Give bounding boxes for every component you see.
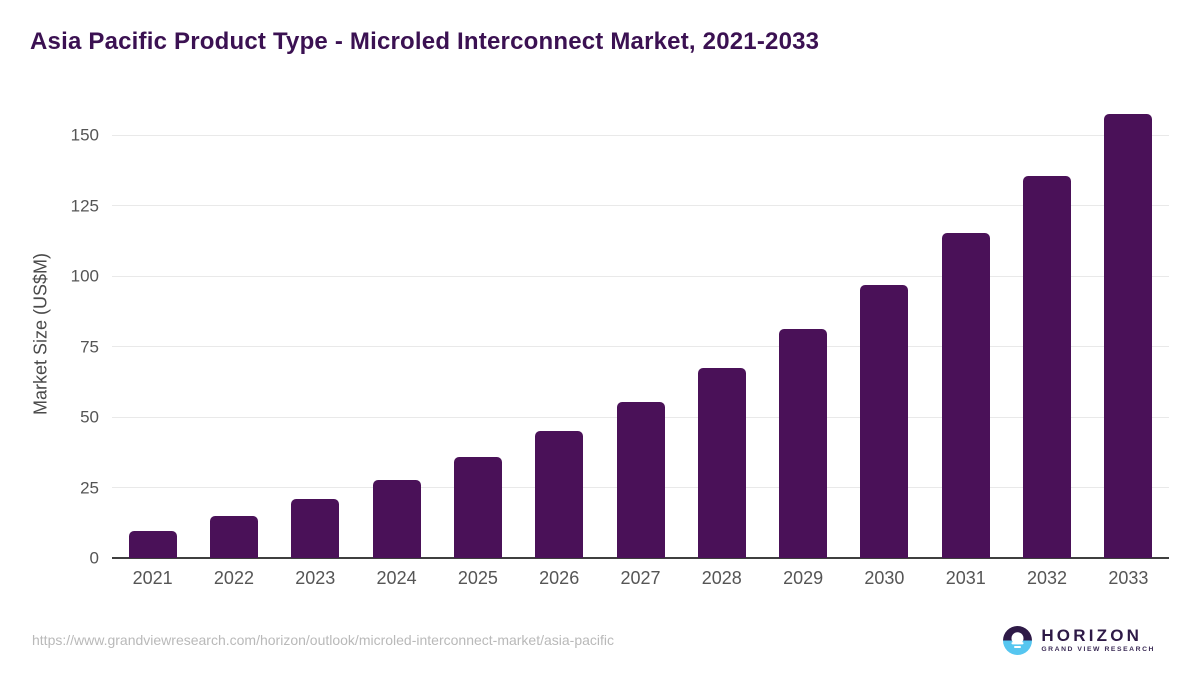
bar-2028 — [697, 368, 746, 558]
x-axis-line — [112, 557, 1169, 559]
x-tick-label-2026: 2026 — [539, 568, 580, 588]
bar-2033 — [1104, 114, 1153, 558]
horizon-sun-icon — [1003, 625, 1033, 655]
plot-area: 0 25 50 75 100 125 150 2021 2022 2023 2024 2025 2026… — [71, 110, 1169, 588]
logo-subtitle: GRAND VIEW RESEARCH — [1041, 645, 1155, 653]
y-tick-label-25: 25 — [80, 478, 99, 498]
gridline-150 — [112, 134, 1169, 136]
bar-2027 — [616, 401, 665, 558]
footer: https://www.grandviewresearch.com/horizo… — [0, 613, 1200, 675]
x-tick-label-2021: 2021 — [132, 568, 173, 588]
x-tick-label-2028: 2028 — [701, 568, 742, 588]
x-tick-label-2029: 2029 — [783, 568, 824, 588]
y-tick-label-75: 75 — [80, 337, 99, 357]
gridline-75 — [112, 346, 1169, 348]
x-tick-label-2031: 2031 — [945, 568, 986, 588]
x-tick-label-2025: 2025 — [457, 568, 498, 588]
y-tick-label-50: 50 — [80, 407, 99, 427]
x-tick-label-2027: 2027 — [620, 568, 661, 588]
x-tick-label-2023: 2023 — [295, 568, 336, 588]
x-tick-label-2033: 2033 — [1108, 568, 1149, 588]
y-tick-label-125: 125 — [70, 196, 99, 216]
x-tick-label-2030: 2030 — [864, 568, 905, 588]
x-tick-label-2024: 2024 — [376, 568, 417, 588]
chart-title: Asia Pacific Product Type - Microled Int… — [30, 28, 820, 55]
bar-2029 — [779, 329, 828, 558]
bar-2023 — [291, 498, 340, 558]
y-tick-label-100: 100 — [70, 266, 99, 286]
bar-2032 — [1023, 176, 1072, 558]
y-tick-label-150: 150 — [70, 125, 99, 145]
x-tick-label-2032: 2032 — [1027, 568, 1068, 588]
logo-name: HORIZON — [1041, 625, 1143, 645]
horizon-logo: HORIZON GRAND VIEW RESEARCH — [1003, 625, 1155, 655]
gridline-100 — [112, 275, 1169, 277]
bar-2030 — [860, 284, 909, 558]
logo-text: HORIZON GRAND VIEW RESEARCH — [1041, 627, 1155, 654]
bar-2031 — [941, 233, 990, 558]
source-url: https://www.grandviewresearch.com/horizo… — [32, 632, 615, 648]
y-tick-label-0: 0 — [89, 548, 99, 568]
bar-2024 — [372, 479, 421, 558]
bar-2022 — [209, 516, 258, 558]
bar-2026 — [535, 430, 584, 558]
gridline-125 — [112, 205, 1169, 207]
bar-2021 — [128, 531, 177, 558]
bar-2025 — [453, 456, 502, 558]
x-tick-label-2022: 2022 — [213, 568, 254, 588]
